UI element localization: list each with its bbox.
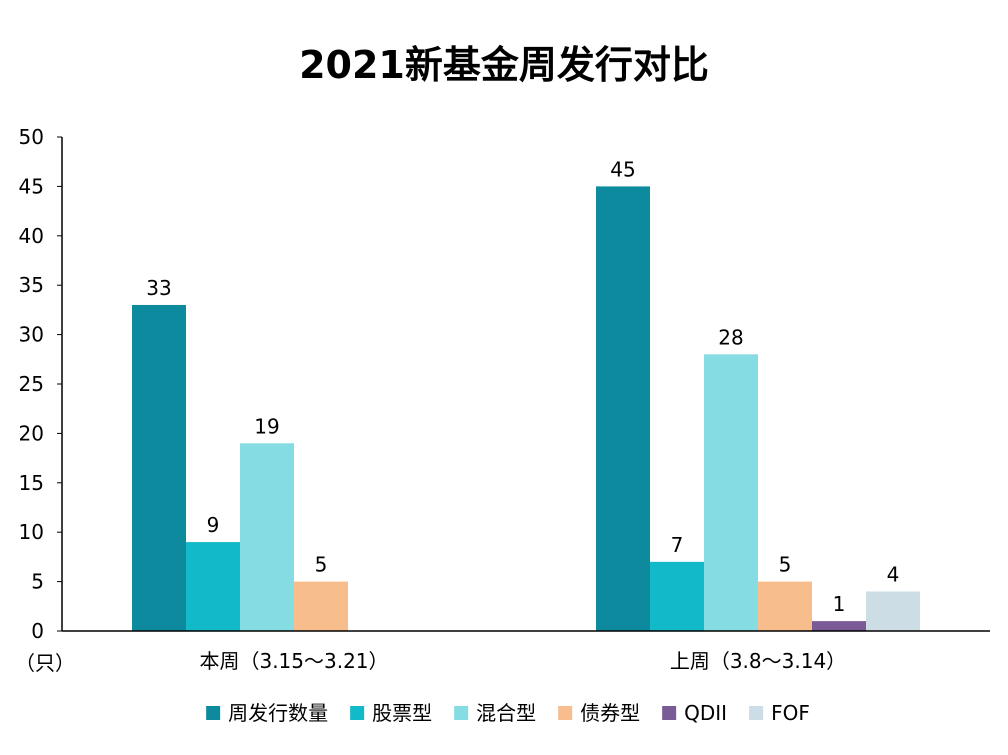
y-tick-label: 25 xyxy=(19,372,44,396)
legend-label: QDII xyxy=(684,701,727,725)
bar-2-1 xyxy=(596,186,650,631)
y-tick-label: 50 xyxy=(19,125,44,149)
data-label: 9 xyxy=(207,513,220,537)
legend-item: FOF xyxy=(749,701,810,725)
data-label: 5 xyxy=(315,553,328,577)
bar-1-3 xyxy=(240,443,294,631)
legend-label: FOF xyxy=(771,701,810,725)
data-label: 19 xyxy=(254,414,279,438)
legend-label: 债券型 xyxy=(580,701,640,725)
y-tick-label: 5 xyxy=(31,570,44,594)
data-label: 1 xyxy=(833,592,846,616)
y-tick-label: 15 xyxy=(19,471,44,495)
legend-label: 周发行数量 xyxy=(228,701,328,725)
legend: 周发行数量 股票型 混合型 债券型 QDII FOF xyxy=(206,701,810,725)
data-label: 7 xyxy=(671,533,684,557)
data-label: 28 xyxy=(718,325,743,349)
legend-swatch xyxy=(454,706,469,720)
data-label: 5 xyxy=(779,553,792,577)
legend-label: 混合型 xyxy=(476,701,536,725)
y-axis: 0 5 10 15 20 25 30 35 40 45 50 xyxy=(19,125,63,643)
legend-swatch xyxy=(206,706,221,720)
unit-label: （只） xyxy=(15,651,75,675)
x-category-label: 本周（3.15～3.21） xyxy=(199,649,388,673)
legend-item: 混合型 xyxy=(454,701,536,725)
chart-title: 2021新基金周发行对比 xyxy=(299,43,709,87)
y-tick-label: 45 xyxy=(19,174,44,198)
legend-item: 周发行数量 xyxy=(206,701,328,725)
y-tick-label: 0 xyxy=(31,619,44,643)
legend-item: QDII xyxy=(662,701,727,725)
bars xyxy=(132,186,920,631)
bar-1-4 xyxy=(294,581,348,631)
y-tick-label: 30 xyxy=(19,323,44,347)
x-axis: 本周（3.15～3.21） 上周（3.8～3.14） xyxy=(62,630,990,673)
legend-swatch xyxy=(350,706,365,720)
legend-swatch xyxy=(662,706,677,720)
data-label: 45 xyxy=(610,157,635,181)
bar-2-2 xyxy=(650,561,704,631)
bar-2-6 xyxy=(866,591,920,631)
bar-2-5 xyxy=(812,621,866,631)
bar-1-2 xyxy=(186,542,240,631)
legend-label: 股票型 xyxy=(372,701,432,725)
legend-item: 债券型 xyxy=(558,701,640,725)
data-label: 4 xyxy=(887,562,900,586)
bar-1-1 xyxy=(132,304,186,631)
y-tick-label: 40 xyxy=(19,224,44,248)
y-tick-label: 20 xyxy=(19,421,44,445)
x-category-label: 上周（3.8～3.14） xyxy=(670,649,846,673)
data-labels: 33 9 19 5 45 7 28 5 1 4 xyxy=(146,157,899,616)
legend-swatch xyxy=(558,706,573,720)
data-label: 33 xyxy=(146,276,171,300)
y-tick-label: 10 xyxy=(19,520,44,544)
bar-2-4 xyxy=(758,581,812,631)
legend-swatch xyxy=(749,706,764,720)
bar-2-3 xyxy=(704,354,758,631)
y-tick-label: 35 xyxy=(19,273,44,297)
legend-item: 股票型 xyxy=(350,701,432,725)
